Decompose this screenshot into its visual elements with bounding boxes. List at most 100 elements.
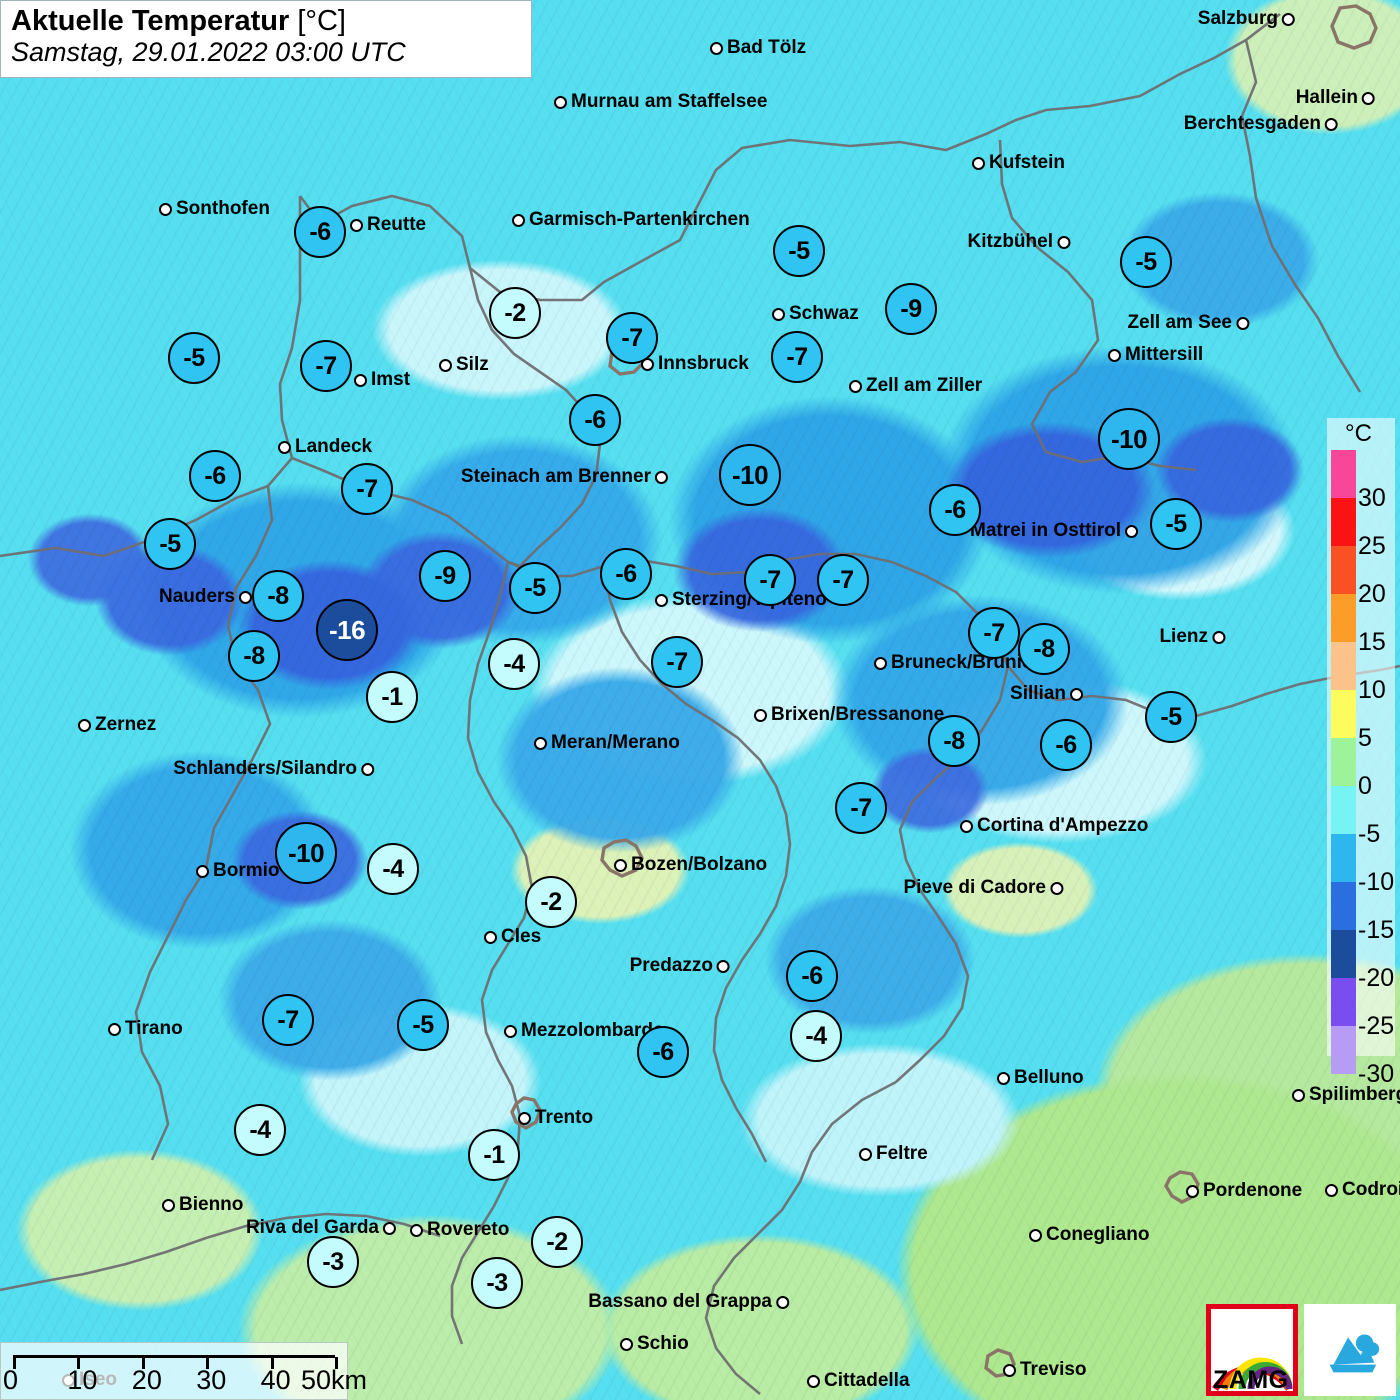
- station-temperature-marker[interactable]: -3: [471, 1257, 523, 1309]
- station-temperature-marker[interactable]: -6: [600, 548, 652, 600]
- station-temperature-marker[interactable]: -2: [489, 287, 541, 339]
- station-temperature-marker[interactable]: -8: [228, 630, 280, 682]
- station-temperature-marker[interactable]: -7: [300, 340, 352, 392]
- city-dot-icon: [518, 1111, 531, 1125]
- legend-color-swatch: [1331, 882, 1356, 930]
- city-label: Brixen/Bressanone: [754, 704, 944, 726]
- station-temperature-value: -10: [287, 837, 325, 868]
- station-temperature-marker[interactable]: -7: [771, 331, 823, 383]
- city-dot-icon: [1003, 1363, 1016, 1377]
- city-name: Bozen/Bolzano: [631, 854, 768, 875]
- station-temperature-marker[interactable]: -7: [341, 463, 393, 515]
- station-temperature-marker[interactable]: -6: [569, 394, 621, 446]
- station-temperature-marker[interactable]: -5: [1150, 498, 1202, 550]
- station-temperature-marker[interactable]: -5: [168, 332, 220, 384]
- station-temperature-marker[interactable]: -6: [929, 484, 981, 536]
- city-name: Zell am See: [1127, 312, 1232, 333]
- station-temperature-value: -8: [243, 641, 265, 670]
- city-name: Cittadella: [824, 1370, 910, 1391]
- geosphere-logo[interactable]: [1304, 1304, 1396, 1396]
- legend-color-swatch: [1331, 786, 1356, 834]
- station-temperature-marker[interactable]: -1: [468, 1129, 520, 1181]
- station-temperature-marker[interactable]: -4: [488, 638, 540, 690]
- scale-bar-tick: [141, 1357, 145, 1369]
- station-temperature-marker[interactable]: -9: [885, 283, 937, 335]
- city-label: Bienno: [162, 1194, 243, 1216]
- station-temperature-marker[interactable]: -7: [262, 994, 314, 1046]
- station-temperature-marker[interactable]: -7: [835, 782, 887, 834]
- station-temperature-marker[interactable]: -7: [968, 607, 1020, 659]
- station-temperature-marker[interactable]: -4: [367, 843, 419, 895]
- station-temperature-marker[interactable]: -9: [419, 550, 471, 602]
- station-temperature-marker[interactable]: -5: [397, 999, 449, 1051]
- station-temperature-marker[interactable]: -6: [1040, 719, 1092, 771]
- station-temperature-marker[interactable]: -10: [1098, 408, 1160, 470]
- city-dot-icon: [504, 1024, 517, 1038]
- station-temperature-marker[interactable]: -16: [316, 599, 378, 661]
- station-temperature-value: -16: [328, 614, 366, 645]
- station-temperature-value: -3: [322, 1247, 344, 1276]
- city-name: Tirano: [125, 1018, 183, 1039]
- city-dot-icon: [874, 656, 887, 670]
- station-temperature-marker[interactable]: -7: [606, 312, 658, 364]
- station-temperature-value: -7: [832, 565, 854, 594]
- city-label: Bozen/Bolzano: [614, 854, 767, 876]
- station-temperature-marker[interactable]: -10: [275, 822, 337, 884]
- legend-tick-label: -20: [1358, 964, 1395, 992]
- city-label: Kufstein: [972, 152, 1065, 174]
- city-dot-icon: [1212, 630, 1225, 644]
- station-temperature-marker[interactable]: -3: [307, 1236, 359, 1288]
- station-temperature-marker[interactable]: -7: [651, 636, 703, 688]
- station-temperature-marker[interactable]: -4: [234, 1104, 286, 1156]
- station-temperature-marker[interactable]: -6: [189, 450, 241, 502]
- city-dot-icon: [1325, 1183, 1338, 1197]
- station-temperature-value: -8: [267, 581, 289, 610]
- zamg-logo[interactable]: ZAMG: [1206, 1304, 1298, 1396]
- station-temperature-value: -6: [584, 405, 606, 434]
- city-name: Bassano del Grappa: [588, 1291, 772, 1312]
- station-temperature-marker[interactable]: -5: [144, 518, 196, 570]
- city-dot-icon: [972, 156, 985, 170]
- station-temperature-marker[interactable]: -6: [637, 1026, 689, 1078]
- station-temperature-marker[interactable]: -6: [294, 206, 346, 258]
- station-temperature-marker[interactable]: -5: [509, 562, 561, 614]
- station-temperature-marker[interactable]: -1: [366, 671, 418, 723]
- station-temperature-marker[interactable]: -8: [252, 570, 304, 622]
- city-name: Pordenone: [1203, 1180, 1303, 1201]
- station-temperature-marker[interactable]: -2: [525, 876, 577, 928]
- city-label: Conegliano: [1029, 1224, 1149, 1246]
- station-temperature-value: -5: [412, 1010, 434, 1039]
- station-temperature-marker[interactable]: -10: [719, 444, 781, 506]
- city-name: Schio: [637, 1333, 689, 1354]
- city-name: Treviso: [1020, 1359, 1087, 1380]
- station-temperature-value: -9: [434, 561, 456, 590]
- station-temperature-marker[interactable]: -7: [744, 554, 796, 606]
- city-dot-icon: [196, 864, 209, 878]
- city-name: Trento: [535, 1107, 594, 1128]
- city-name: Conegliano: [1046, 1224, 1150, 1245]
- city-label: Feltre: [859, 1143, 928, 1165]
- scale-bar-rule: [13, 1355, 338, 1370]
- station-temperature-marker[interactable]: -8: [1018, 623, 1070, 675]
- city-dot-icon: [484, 930, 497, 944]
- station-temperature-marker[interactable]: -8: [928, 715, 980, 767]
- city-name: Bruneck/Brunico: [891, 652, 1045, 673]
- station-temperature-marker[interactable]: -2: [531, 1216, 583, 1268]
- city-label: Sillian: [1010, 683, 1083, 705]
- station-temperature-marker[interactable]: -5: [1145, 691, 1197, 743]
- station-temperature-marker[interactable]: -5: [773, 225, 825, 277]
- station-temperature-marker[interactable]: -5: [1120, 236, 1172, 288]
- scale-bar-number: 40: [260, 1365, 291, 1395]
- city-dot-icon: [776, 1295, 789, 1309]
- station-temperature-value: -6: [652, 1037, 674, 1066]
- station-temperature-marker[interactable]: -6: [786, 950, 838, 1002]
- city-dot-icon: [754, 708, 767, 722]
- station-temperature-value: -3: [486, 1268, 508, 1297]
- station-temperature-marker[interactable]: -7: [817, 554, 869, 606]
- city-dot-icon: [655, 470, 668, 484]
- city-name: Hallein: [1295, 87, 1358, 108]
- city-name: Steinach am Brenner: [460, 466, 651, 487]
- station-temperature-marker[interactable]: -4: [790, 1010, 842, 1062]
- city-name: Berchtesgaden: [1183, 113, 1321, 134]
- station-temperature-value: -7: [356, 474, 378, 503]
